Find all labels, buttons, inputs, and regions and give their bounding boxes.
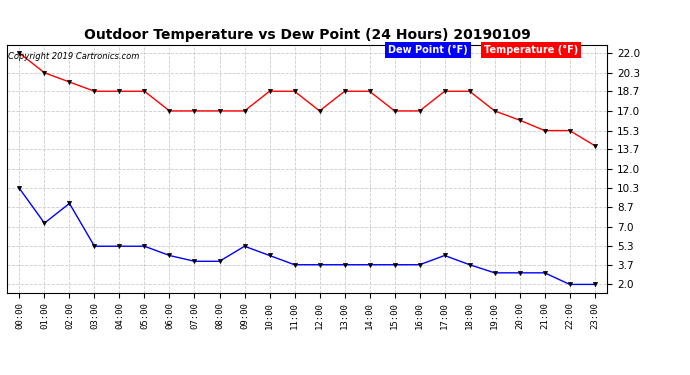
Text: Copyright 2019 Cartronics.com: Copyright 2019 Cartronics.com (8, 53, 139, 62)
Title: Outdoor Temperature vs Dew Point (24 Hours) 20190109: Outdoor Temperature vs Dew Point (24 Hou… (83, 28, 531, 42)
Text: Dew Point (°F): Dew Point (°F) (388, 45, 468, 55)
Text: Temperature (°F): Temperature (°F) (484, 45, 578, 55)
